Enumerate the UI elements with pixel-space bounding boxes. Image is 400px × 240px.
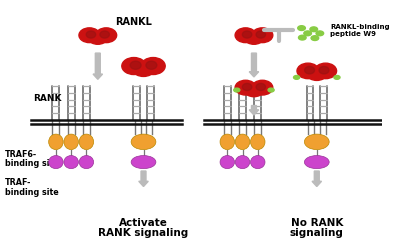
Ellipse shape [130,61,141,69]
Ellipse shape [235,28,256,43]
Ellipse shape [131,156,156,169]
Ellipse shape [250,134,265,150]
Ellipse shape [311,36,319,41]
Text: Activate: Activate [119,218,168,228]
Text: TRAF6-: TRAF6- [4,150,37,159]
Ellipse shape [252,80,273,95]
Ellipse shape [89,34,106,44]
Ellipse shape [86,31,96,38]
Ellipse shape [245,34,262,44]
Text: binding site: binding site [4,188,58,197]
Ellipse shape [334,76,340,79]
Ellipse shape [49,156,63,169]
Ellipse shape [319,66,329,74]
Ellipse shape [64,134,78,150]
Ellipse shape [316,31,324,36]
Ellipse shape [314,63,336,79]
FancyArrow shape [312,171,322,186]
Text: RANKL: RANKL [115,17,152,27]
Ellipse shape [245,87,262,97]
Ellipse shape [234,88,240,92]
Ellipse shape [256,31,266,38]
Text: TRAF-: TRAF- [4,179,31,187]
Ellipse shape [235,156,250,169]
Ellipse shape [252,28,273,43]
Ellipse shape [131,134,156,150]
Ellipse shape [304,31,312,36]
Ellipse shape [310,27,318,32]
Ellipse shape [308,70,326,80]
Ellipse shape [79,156,94,169]
Ellipse shape [96,28,117,43]
Ellipse shape [235,134,250,150]
Ellipse shape [250,156,265,169]
Ellipse shape [235,80,256,95]
Ellipse shape [242,31,252,38]
Text: No RANK: No RANK [291,218,343,228]
Ellipse shape [304,66,314,74]
Ellipse shape [134,65,153,77]
FancyArrow shape [249,53,259,77]
Ellipse shape [256,83,266,90]
Ellipse shape [146,61,157,69]
Text: RANKL-binding
peptide W9: RANKL-binding peptide W9 [330,24,390,37]
FancyArrow shape [139,171,148,186]
Text: RANK signaling: RANK signaling [98,228,189,238]
Ellipse shape [141,58,165,75]
Text: signaling: signaling [290,228,344,238]
Ellipse shape [64,156,78,169]
FancyArrow shape [249,106,259,115]
Ellipse shape [268,88,274,92]
Ellipse shape [49,134,63,150]
Ellipse shape [79,134,94,150]
Ellipse shape [304,134,329,150]
Ellipse shape [220,156,234,169]
Text: RANK: RANK [33,94,62,103]
Ellipse shape [79,28,100,43]
Text: binding site: binding site [4,159,58,168]
FancyArrow shape [93,53,102,79]
Ellipse shape [220,134,234,150]
Ellipse shape [298,35,306,40]
Ellipse shape [294,76,300,79]
Ellipse shape [297,63,319,79]
Ellipse shape [298,26,305,30]
Ellipse shape [100,31,110,38]
Ellipse shape [122,58,146,75]
Ellipse shape [304,156,329,169]
Ellipse shape [242,83,252,90]
